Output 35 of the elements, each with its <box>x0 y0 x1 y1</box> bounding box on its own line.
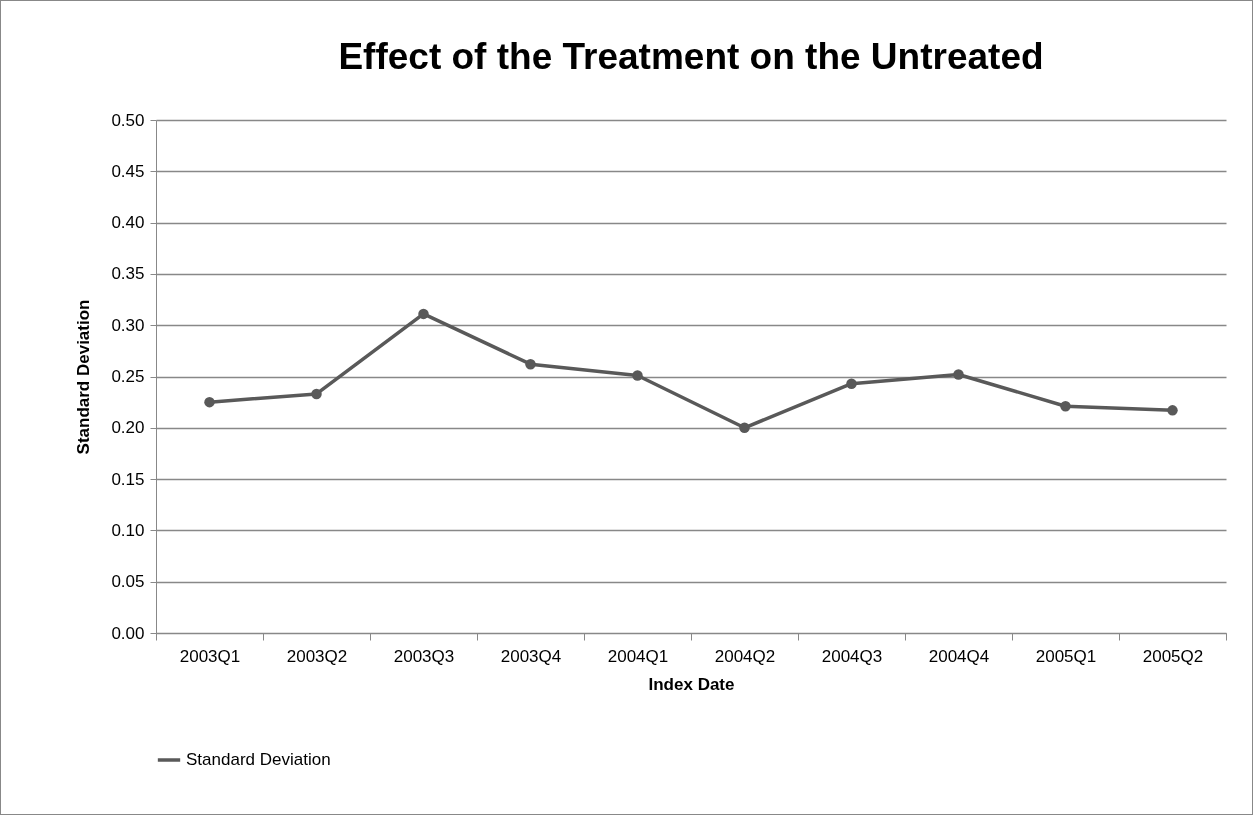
x-tick-label: 2003Q2 <box>286 646 348 666</box>
y-tick-label: 0.15 <box>111 469 145 489</box>
x-axis-title: Index Date <box>648 674 735 694</box>
y-tick-label: 0.35 <box>111 264 145 284</box>
y-tick-label: 0.40 <box>111 213 145 233</box>
x-tick-label: 2004Q2 <box>714 646 776 666</box>
x-tick-label: 2004Q1 <box>607 646 669 666</box>
x-tick-label: 2003Q1 <box>179 646 241 666</box>
point <box>311 388 322 400</box>
y-tick-label: 0.45 <box>111 161 145 181</box>
point <box>525 358 536 370</box>
y-tick-label: 0.20 <box>111 418 145 438</box>
point <box>1060 401 1071 412</box>
x-tick-label: 2003Q4 <box>500 646 562 666</box>
legend-label: Standard Deviation <box>186 750 331 769</box>
point <box>1167 405 1178 416</box>
y-tick-label: 0.25 <box>111 367 145 386</box>
point <box>418 308 429 320</box>
x-tick-label: 2004Q4 <box>928 646 990 666</box>
x-tick-label: 2005Q2 <box>1142 646 1204 666</box>
x-tick-label: 2003Q3 <box>393 646 455 666</box>
y-tick-label: 0.00 <box>111 623 145 643</box>
point <box>632 370 643 381</box>
y-tick-label: 0.50 <box>111 110 145 130</box>
y-axis-title: Standard Deviation <box>74 299 94 455</box>
x-tick-label: 2004Q3 <box>821 646 883 666</box>
x-tick-label: 2005Q1 <box>1035 646 1097 666</box>
point <box>953 369 964 380</box>
point <box>846 378 857 389</box>
point <box>739 422 750 434</box>
y-tick-label: 0.05 <box>111 572 145 592</box>
chart-title: Effect of the Treatment on the Untreated <box>338 36 1044 77</box>
point <box>204 396 215 408</box>
y-tick-label: 0.30 <box>111 315 145 335</box>
y-tick-label: 0.10 <box>111 520 145 540</box>
